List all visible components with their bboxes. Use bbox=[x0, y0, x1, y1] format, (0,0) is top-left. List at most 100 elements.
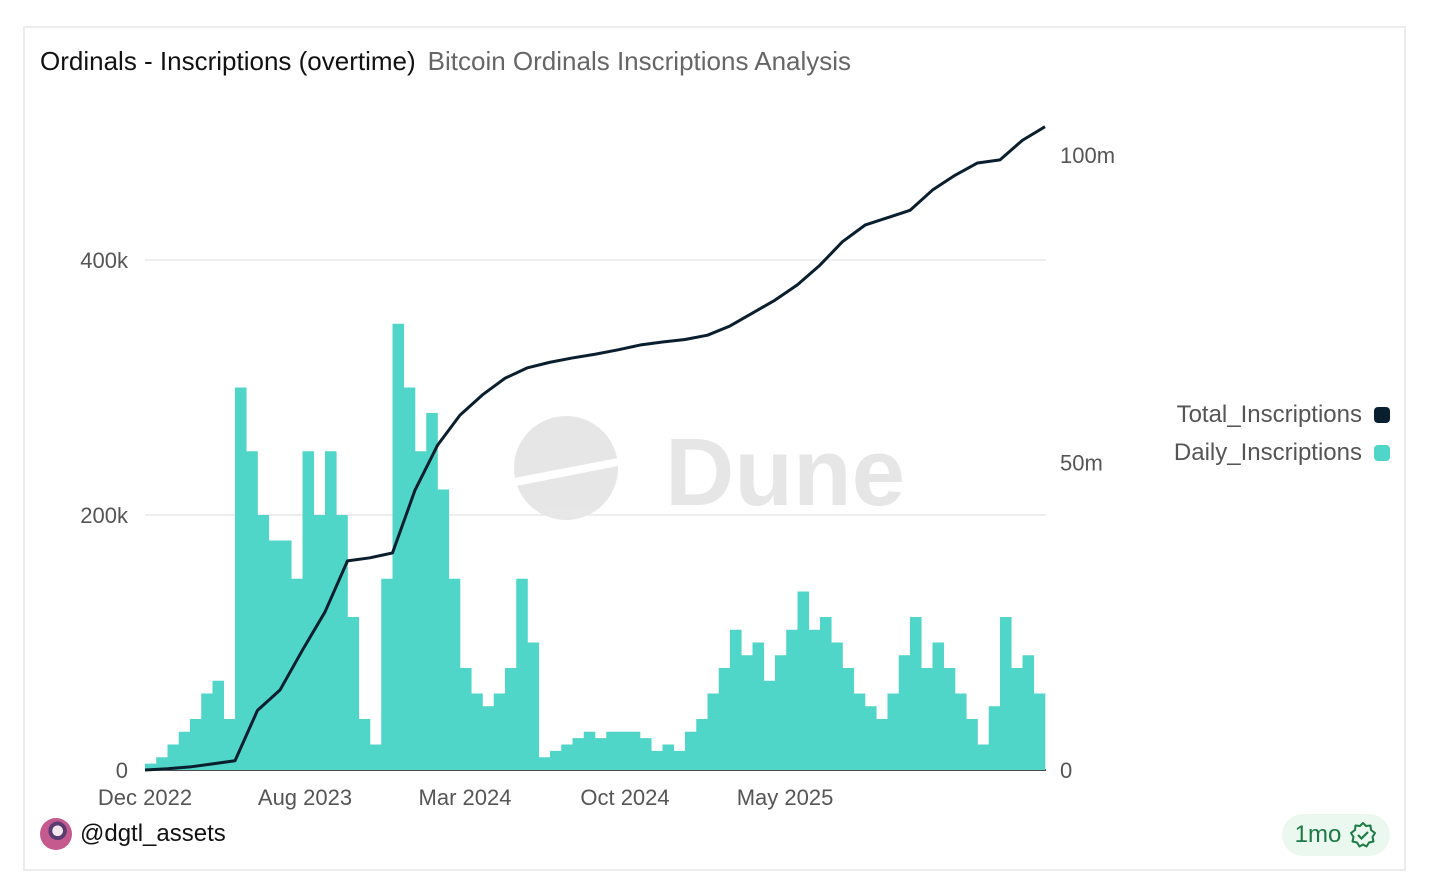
daily-bar bbox=[370, 744, 382, 770]
daily-bar bbox=[437, 489, 450, 770]
daily-bar bbox=[820, 617, 832, 770]
author-link[interactable]: @dgtl_assets bbox=[40, 818, 226, 850]
daily-bar bbox=[572, 738, 585, 770]
daily-bar bbox=[347, 617, 360, 770]
legend-item-daily[interactable]: Daily_Inscriptions bbox=[1174, 434, 1390, 472]
daily-bar bbox=[662, 744, 675, 770]
daily-bar bbox=[718, 668, 731, 770]
daily-bar bbox=[943, 668, 956, 770]
daily-bar bbox=[595, 738, 607, 770]
left-axis-tick: 0 bbox=[116, 758, 128, 783]
daily-bar bbox=[145, 763, 157, 770]
dune-watermark: Dune bbox=[514, 416, 905, 526]
daily-bar bbox=[831, 642, 843, 770]
daily-bar bbox=[1011, 668, 1023, 770]
daily-bar bbox=[865, 706, 877, 770]
daily-bar bbox=[448, 578, 461, 770]
daily-bar bbox=[696, 719, 708, 770]
author-name: @dgtl_assets bbox=[80, 820, 226, 847]
daily-bar bbox=[921, 668, 933, 770]
daily-bar bbox=[707, 693, 720, 770]
daily-bar bbox=[628, 731, 641, 770]
daily-bar bbox=[640, 738, 652, 770]
daily-bar bbox=[516, 578, 528, 770]
daily-bar bbox=[212, 680, 225, 770]
subtitle-text: Bitcoin Ordinals Inscriptions Analysis bbox=[427, 46, 852, 76]
daily-bar bbox=[741, 655, 753, 770]
daily-bar bbox=[471, 693, 483, 770]
daily-bar bbox=[392, 323, 405, 770]
daily-bar bbox=[190, 719, 202, 770]
dune-logo-icon bbox=[514, 416, 618, 520]
daily-bar bbox=[235, 387, 247, 770]
x-axis-tick: Dec 2022 bbox=[98, 785, 192, 810]
freshness-badge[interactable]: 1mo bbox=[1282, 814, 1390, 856]
daily-bar bbox=[246, 451, 258, 770]
daily-bar bbox=[797, 591, 810, 770]
daily-bar bbox=[358, 719, 371, 770]
daily-bar bbox=[910, 617, 922, 770]
daily-bar bbox=[932, 642, 945, 770]
daily-bar bbox=[268, 540, 281, 770]
daily-bar bbox=[887, 693, 900, 770]
daily-bar bbox=[977, 744, 990, 770]
daily-bar bbox=[291, 578, 303, 770]
chart-title: Ordinals - Inscriptions (overtime) Bitcoi… bbox=[40, 46, 851, 77]
total-line bbox=[144, 125, 1046, 772]
daily-bar bbox=[966, 719, 978, 770]
right-axis-tick: 0 bbox=[1060, 758, 1072, 783]
daily-bar bbox=[685, 731, 697, 770]
right-axis-tick: 50m bbox=[1060, 451, 1103, 476]
daily-bar bbox=[178, 731, 191, 770]
daily-bar bbox=[786, 629, 798, 770]
avatar bbox=[40, 818, 72, 850]
daily-bar bbox=[561, 744, 573, 770]
watermark-text: Dune bbox=[665, 419, 905, 526]
daily-bar bbox=[763, 680, 776, 770]
daily-bar bbox=[302, 451, 315, 770]
daily-bar bbox=[167, 744, 180, 770]
daily-bar bbox=[313, 515, 326, 770]
daily-bar bbox=[381, 578, 393, 770]
daily-bar bbox=[460, 668, 472, 770]
legend-swatch bbox=[1374, 407, 1390, 423]
daily-bar bbox=[415, 451, 427, 770]
daily-bar bbox=[156, 757, 168, 770]
daily-bar bbox=[1000, 617, 1012, 770]
daily-bar bbox=[651, 750, 663, 770]
legend: Total_Inscriptions Daily_Inscriptions bbox=[1174, 396, 1390, 472]
legend-swatch bbox=[1374, 445, 1390, 461]
daily-bar bbox=[482, 706, 495, 770]
daily-bar bbox=[257, 515, 270, 770]
daily-bar bbox=[898, 655, 911, 770]
left-axis-tick: 200k bbox=[80, 503, 129, 528]
daily-bar bbox=[538, 757, 551, 770]
daily-bar bbox=[730, 629, 742, 770]
daily-bar bbox=[493, 693, 506, 770]
right-axis-tick: 100m bbox=[1060, 143, 1115, 168]
daily-bar bbox=[752, 642, 765, 770]
x-axis-tick: Aug 2023 bbox=[258, 785, 352, 810]
daily-bar bbox=[988, 706, 1001, 770]
title-text: Ordinals - Inscriptions (overtime) bbox=[40, 46, 416, 76]
daily-bar bbox=[527, 642, 540, 770]
daily-bar bbox=[201, 693, 213, 770]
daily-bar bbox=[325, 451, 337, 770]
daily-bar bbox=[955, 693, 967, 770]
daily-bar bbox=[842, 668, 855, 770]
daily-bar bbox=[606, 731, 618, 770]
daily-bar bbox=[403, 387, 416, 770]
daily-bar bbox=[426, 413, 438, 770]
daily-bar bbox=[853, 693, 866, 770]
daily-bar bbox=[505, 668, 517, 770]
left-axis-tick: 400k bbox=[80, 248, 129, 273]
daily-bar bbox=[1022, 655, 1035, 770]
daily-bar bbox=[223, 719, 236, 770]
daily-bar bbox=[280, 540, 292, 770]
daily-bar bbox=[583, 731, 596, 770]
legend-item-total[interactable]: Total_Inscriptions bbox=[1174, 396, 1390, 434]
legend-label: Total_Inscriptions bbox=[1176, 401, 1362, 428]
daily-bar bbox=[808, 629, 821, 770]
daily-bar bbox=[1033, 693, 1046, 770]
